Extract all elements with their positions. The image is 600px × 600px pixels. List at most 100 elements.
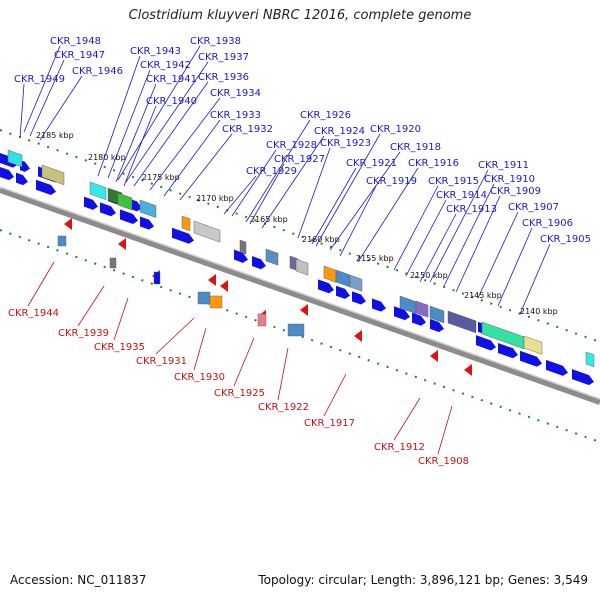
bottom-label-leader [193,327,207,371]
feature-box [295,258,309,276]
bottom-label-leader [155,317,195,355]
gene-label-bottom: CKR_1931 [136,356,187,367]
gene-label-bottom: CKR_1925 [214,388,265,399]
gene-label-top: CKR_1948 [50,36,101,47]
forward-gene-arrow [430,318,444,333]
forward-gene-arrow [20,160,30,172]
reverse-feature-box [257,313,267,327]
kbp-labels: 2185 kbp 2180 kbp 2175 kbp 2170 kbp 2165 kbp… [36,131,558,316]
feature-box [193,220,221,243]
reverse-gene-arrow [208,274,216,286]
kbp-label: 2150 kbp [410,271,448,280]
top-label-leader [179,133,233,201]
kbp-label: 2145 kbp [464,291,502,300]
top-label-leader [123,105,157,187]
reverse-gene-arrow [64,218,72,230]
top-label-leader [149,97,221,191]
feature-box [117,192,133,211]
top-label-leader [245,119,311,223]
top-label-leader [97,55,141,177]
feature-box [323,265,337,283]
gene-label-top: CKR_1941 [146,74,197,85]
forward-gene-arrow [476,335,496,351]
top-label-leader [223,175,257,215]
top-label-leader [339,185,377,257]
feature-box [181,215,191,232]
forward-gene-arrow [498,342,518,359]
top-ruler [0,129,600,343]
gene-label-bottom: CKR_1935 [94,342,145,353]
genome-backbone [0,187,600,405]
reverse-feature-box [109,257,117,269]
reverse-feature-box [153,271,161,285]
bottom-label-leader [393,397,421,441]
gene-label-top: CKR_1923 [320,138,371,149]
gene-label-top: CKR_1942 [140,60,191,71]
feature-box [7,149,23,168]
forward-gene-arrow [120,209,138,224]
bottom-label-leader [437,405,453,455]
top-label-leader [297,147,331,239]
bottom-label-leader [277,347,289,401]
feature-box [447,310,477,334]
gene-label-top: CKR_1909 [490,186,541,197]
reverse-gene-arrow [430,350,438,362]
feature-box [585,351,595,368]
accession-text: Accession: NC_011837 [10,573,147,587]
gene-label-bottom: CKR_1944 [8,308,59,319]
gene-label-top: CKR_1933 [210,110,261,121]
gene-label-top: CKR_1911 [478,160,529,171]
feature-box [239,239,247,255]
forward-gene-arrow [372,298,386,312]
reverse-gene-arrow [354,330,362,342]
gene-label-bottom: CKR_1908 [418,456,469,467]
kbp-label: 2175 kbp [142,173,180,182]
bottom-label-leader [233,337,255,387]
forward-gene-arrow [252,256,266,270]
forward-gene-arrow [412,312,426,326]
top-label-leader [477,211,519,299]
gene-label-top: CKR_1915 [428,176,479,187]
reverse-gene-track [57,218,472,376]
top-label-leader [249,163,285,225]
genome-title: Clostridium kluyveri NBRC 12016, complet… [128,8,472,23]
top-label-leader [419,213,457,283]
bottom-label-leader [113,297,129,341]
feature-box [349,274,363,292]
gene-label-top: CKR_1927 [274,154,325,165]
forward-gene-arrow [140,216,154,230]
gene-label-top: CKR_1914 [436,190,487,201]
forward-gene-arrow [318,279,334,294]
top-label-leader [405,199,447,277]
gene-label-top: CKR_1910 [484,174,535,185]
feature-box [41,164,65,186]
forward-gene-arrow [16,172,28,186]
gene-label-bottom: CKR_1922 [258,402,309,413]
reverse-feature-box [57,235,67,247]
top-label-leader [231,149,277,217]
kbp-label: 2155 kbp [356,254,394,263]
top-label-leader [497,227,533,307]
forward-gene-arrow [546,359,568,376]
top-label-leader [115,83,157,183]
top-label-leader [329,151,401,251]
forward-gene-arrow [352,291,366,305]
genome-backbone-highlight [0,186,600,400]
gene-label-top: CKR_1934 [210,88,261,99]
gene-label-top: CKR_1937 [198,52,249,63]
top-label-leader [393,185,439,271]
feature-box [415,300,429,318]
top-label-leader [23,45,61,133]
top-label-leader [315,133,381,247]
kbp-label: 2170 kbp [196,194,234,203]
top-label-leader [133,81,209,187]
forward-gene-arrow [172,227,194,244]
top-label-leader [519,243,551,315]
top-label-leader [107,69,151,179]
kbp-label: 2185 kbp [36,131,74,140]
gene-label-top: CKR_1906 [522,218,573,229]
gene-label-top: CKR_1938 [190,36,241,47]
reverse-feature-box [287,323,305,337]
gene-label-top: CKR_1916 [408,158,459,169]
